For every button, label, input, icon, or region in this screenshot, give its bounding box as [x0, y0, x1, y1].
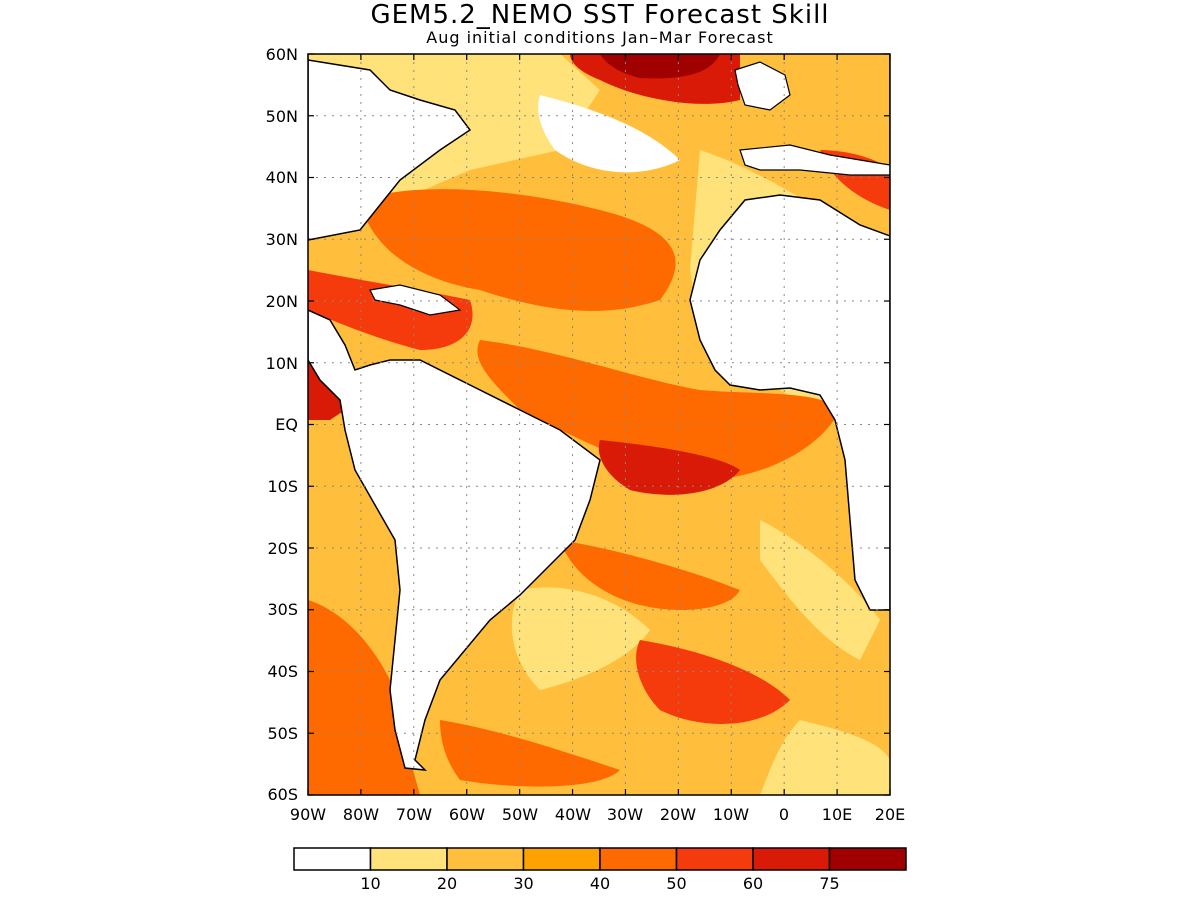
color-bar [293, 847, 907, 871]
lon-label: 60W [449, 805, 485, 824]
lat-label: 50S [267, 724, 298, 743]
lat-label: 60N [266, 45, 298, 64]
lat-label: 50N [266, 107, 298, 126]
lon-label: 10E [822, 805, 852, 824]
lat-label: EQ [275, 415, 298, 434]
low-skill-south-atlantic [511, 587, 650, 690]
color-bar-bin [828, 847, 907, 871]
very-high-skill-equatorial [598, 440, 740, 495]
lon-label: 0 [779, 805, 789, 824]
lon-label: 10W [713, 805, 749, 824]
lat-label: 60S [267, 785, 298, 804]
white-band-north [538, 95, 680, 173]
lat-label: 20N [266, 292, 298, 311]
chart-title: GEM5.2_NEMO SST Forecast Skill [370, 0, 830, 30]
high-skill-subtropical [360, 189, 676, 311]
low-skill-south-east [760, 520, 880, 660]
land-africa-europe [689, 54, 890, 611]
lat-label: 20S [267, 539, 298, 558]
color-bar-label: 30 [513, 874, 533, 893]
color-bar-bin [599, 847, 678, 871]
color-bar-bin [369, 847, 448, 871]
lat-label: 30S [267, 600, 298, 619]
color-bar-label: 75 [819, 874, 839, 893]
land-iberia-med [739, 144, 890, 176]
land-british-isles [734, 61, 791, 111]
color-bar-bin [752, 847, 831, 871]
color-bar-label: 40 [590, 874, 610, 893]
skill-field [308, 54, 890, 795]
color-bar-bin [675, 847, 754, 871]
lat-label: 10N [266, 354, 298, 373]
lat-label: 40N [266, 168, 298, 187]
axis-ticks [307, 53, 891, 796]
low-skill-south-edge [760, 720, 890, 795]
high-skill-south-central [560, 540, 740, 610]
color-bar-bin [522, 847, 601, 871]
color-bar-label: 60 [743, 874, 763, 893]
lon-label: 70W [396, 805, 432, 824]
lat-label: 40S [267, 662, 298, 681]
lon-label: 80W [343, 805, 379, 824]
color-bar-label: 10 [360, 874, 380, 893]
high-skill-south [636, 640, 790, 724]
max-skill-north [600, 54, 720, 79]
lon-label: 90W [290, 805, 326, 824]
chart-subtitle: Aug initial conditions Jan–Mar Forecast [426, 28, 774, 47]
land-north-america [308, 59, 472, 241]
color-bar-label: 20 [437, 874, 457, 893]
land-caribbean-islands [369, 284, 462, 316]
lon-label: 30W [607, 805, 643, 824]
color-bar-label: 50 [666, 874, 686, 893]
high-skill-equatorial [477, 340, 840, 480]
lon-label: 40W [555, 805, 591, 824]
high-skill-south-pacific [308, 600, 420, 795]
color-bar-bin [293, 847, 372, 871]
grid-lines [308, 54, 890, 795]
lat-label: 30N [266, 230, 298, 249]
lon-label: 50W [502, 805, 538, 824]
lat-label: 10S [267, 477, 298, 496]
high-skill-caribbean [308, 270, 473, 350]
lon-label: 20W [660, 805, 696, 824]
color-bar-bin [446, 847, 525, 871]
lon-label: 20E [875, 805, 905, 824]
high-skill-drake [440, 720, 620, 787]
